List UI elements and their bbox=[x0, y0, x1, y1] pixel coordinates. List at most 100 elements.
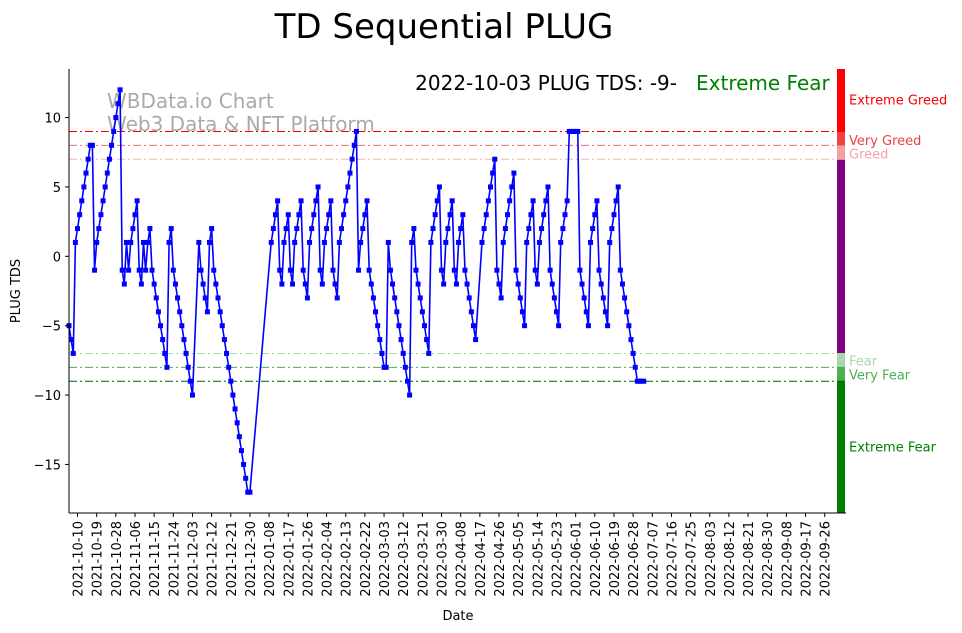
x-tick-label: 2022-07-16 bbox=[665, 521, 680, 597]
data-point bbox=[236, 434, 242, 440]
data-point bbox=[347, 170, 353, 176]
x-tick-label: 2022-04-17 bbox=[474, 521, 489, 597]
data-point bbox=[336, 239, 342, 245]
data-point bbox=[221, 337, 227, 343]
data-point bbox=[539, 226, 545, 232]
data-point bbox=[211, 267, 217, 273]
x-tick-label: 2022-08-21 bbox=[742, 521, 757, 597]
data-point bbox=[304, 295, 310, 301]
data-point bbox=[147, 226, 153, 232]
data-point bbox=[113, 115, 119, 121]
x-tick-label: 2021-10-19 bbox=[91, 521, 106, 597]
zone-segment-2 bbox=[837, 145, 845, 160]
data-point bbox=[577, 267, 583, 273]
verdict-label: Extreme Fear bbox=[696, 71, 831, 95]
data-point bbox=[326, 212, 332, 218]
zone-segment-6 bbox=[837, 381, 845, 513]
x-axis-label: Date bbox=[442, 609, 473, 624]
y-tick-label: 5 bbox=[53, 181, 61, 196]
data-point bbox=[215, 295, 221, 301]
y-tick-label: −15 bbox=[34, 458, 61, 473]
data-point bbox=[345, 184, 351, 190]
x-tick-label: 2022-04-26 bbox=[493, 521, 508, 597]
data-point bbox=[390, 281, 396, 287]
data-point bbox=[462, 267, 468, 273]
data-point bbox=[392, 295, 398, 301]
data-point bbox=[270, 226, 276, 232]
data-point bbox=[175, 295, 181, 301]
x-tick-label: 2021-10-10 bbox=[72, 521, 87, 597]
data-point bbox=[360, 226, 366, 232]
data-point bbox=[630, 350, 636, 356]
data-point bbox=[385, 239, 391, 245]
data-point bbox=[411, 226, 417, 232]
data-point bbox=[517, 295, 523, 301]
data-point bbox=[275, 198, 281, 204]
data-point bbox=[189, 392, 195, 398]
data-point bbox=[290, 281, 296, 287]
data-point bbox=[500, 239, 506, 245]
data-point bbox=[460, 212, 466, 218]
data-point bbox=[379, 350, 385, 356]
data-point bbox=[277, 267, 283, 273]
data-point bbox=[321, 239, 327, 245]
data-point bbox=[496, 281, 502, 287]
data-point bbox=[81, 184, 87, 190]
data-point bbox=[283, 226, 289, 232]
data-point bbox=[143, 267, 149, 273]
data-point bbox=[155, 309, 161, 315]
data-point bbox=[556, 323, 562, 329]
x-tick-label: 2022-09-08 bbox=[780, 521, 795, 597]
data-point bbox=[279, 281, 285, 287]
x-tick-label: 2022-04-08 bbox=[455, 521, 470, 597]
data-point bbox=[415, 281, 421, 287]
data-point bbox=[128, 239, 134, 245]
data-point bbox=[513, 267, 519, 273]
data-point bbox=[89, 142, 95, 148]
chart-title: TD Sequential PLUG bbox=[274, 7, 614, 47]
data-point bbox=[149, 267, 155, 273]
data-point bbox=[502, 226, 508, 232]
data-point bbox=[449, 198, 455, 204]
data-point bbox=[138, 281, 144, 287]
data-point bbox=[383, 364, 389, 370]
data-point bbox=[330, 267, 336, 273]
data-point bbox=[447, 212, 453, 218]
x-tick-label: 2022-02-13 bbox=[340, 521, 355, 597]
x-tick-label: 2022-09-17 bbox=[800, 521, 815, 597]
data-point bbox=[562, 212, 568, 218]
x-tick-label: 2021-11-15 bbox=[148, 521, 163, 597]
data-point bbox=[375, 323, 381, 329]
data-point bbox=[121, 281, 127, 287]
x-tick-label: 2021-10-28 bbox=[110, 521, 125, 597]
data-point bbox=[292, 239, 298, 245]
data-point bbox=[315, 184, 321, 190]
data-point bbox=[545, 184, 551, 190]
y-tick-label: 0 bbox=[53, 250, 61, 265]
data-point bbox=[183, 350, 189, 356]
data-point bbox=[575, 128, 581, 134]
x-tick-label: 2022-07-25 bbox=[685, 521, 700, 597]
data-point bbox=[528, 212, 534, 218]
data-point bbox=[430, 226, 436, 232]
data-point bbox=[611, 212, 617, 218]
data-point bbox=[530, 198, 536, 204]
data-point bbox=[204, 309, 210, 315]
data-point bbox=[398, 337, 404, 343]
data-point bbox=[111, 128, 117, 134]
data-point bbox=[287, 267, 293, 273]
x-tick-label: 2022-03-03 bbox=[378, 521, 393, 597]
data-point bbox=[72, 239, 78, 245]
data-point bbox=[213, 281, 219, 287]
data-point bbox=[185, 364, 191, 370]
data-point bbox=[594, 198, 600, 204]
data-point bbox=[141, 239, 147, 245]
data-point bbox=[524, 239, 530, 245]
watermark-line-2: Web3 Data & NFT Platform bbox=[107, 112, 375, 136]
x-tick-label: 2022-03-21 bbox=[416, 521, 431, 597]
data-point bbox=[364, 198, 370, 204]
data-point bbox=[532, 267, 538, 273]
data-point bbox=[422, 323, 428, 329]
data-point bbox=[209, 226, 215, 232]
data-point bbox=[341, 212, 347, 218]
